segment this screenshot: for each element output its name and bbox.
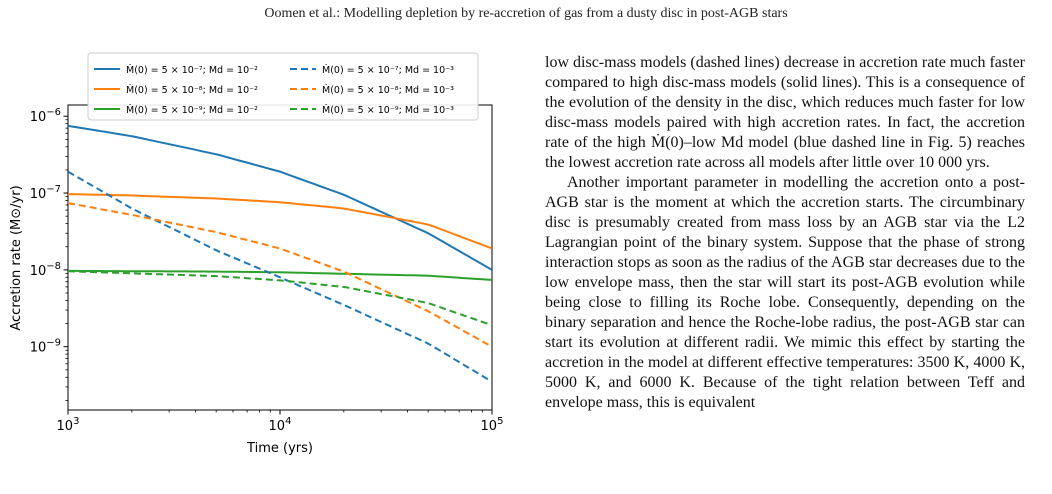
y-tick-label: 10−8 (30, 261, 61, 279)
x-axis-label: Time (yrs) (246, 441, 313, 456)
legend-entry: Ṁ(0) = 5 × 10⁻⁹; Md = 10⁻² (126, 105, 258, 116)
x-tick-label: 105 (481, 416, 504, 434)
legend-entry: Ṁ(0) = 5 × 10⁻⁸; Md = 10⁻² (126, 85, 258, 96)
legend-entry: Ṁ(0) = 5 × 10⁻⁸; Md = 10⁻³ (322, 85, 454, 96)
series-line-2 (68, 193, 492, 250)
y-tick-label: 10−7 (30, 184, 61, 202)
y-axis-label: Accretion rate (M⊙/yr) (9, 185, 24, 330)
series-layer (68, 124, 492, 383)
series-line-5 (68, 202, 492, 348)
paragraph: Another important parameter in modelling… (545, 174, 1025, 411)
legend-entry: Ṁ(0) = 5 × 10⁻⁷; Md = 10⁻² (126, 65, 258, 76)
y-axis-ticks: 10−9 10−8 10−7 10−6 (30, 107, 68, 401)
x-tick-label: 104 (269, 416, 292, 434)
series-line-6 (68, 270, 492, 327)
series-line-3 (68, 269, 492, 281)
x-tick-label: 103 (57, 416, 80, 434)
series-line-4 (68, 170, 492, 383)
legend-box (87, 52, 479, 121)
y-tick-label: 10−6 (30, 107, 61, 125)
legend-entry: Ṁ(0) = 5 × 10⁻⁹; Md = 10⁻³ (322, 105, 454, 116)
legend: Ṁ(0) = 5 × 10⁻⁷; Md = 10⁻² Ṁ(0) = 5 × 10⁻… (87, 52, 479, 121)
body-text: low disc-mass models (dashed lines) decr… (545, 53, 1025, 413)
running-header: Oomen et al.: Modelling depletion by re-… (264, 6, 788, 21)
legend-entry: Ṁ(0) = 5 × 10⁻⁷; Md = 10⁻³ (322, 65, 454, 76)
accretion-rate-figure: 103 104 105 10−9 10−8 10−7 10−6 Time (yrs) Ac… (9, 52, 504, 456)
series-line-1 (68, 124, 492, 271)
x-axis-ticks: 103 104 105 (57, 410, 504, 434)
plot-frame (67, 104, 493, 411)
y-tick-label: 10−9 (30, 338, 61, 356)
paragraph: low disc-mass models (dashed lines) decr… (545, 54, 1025, 171)
